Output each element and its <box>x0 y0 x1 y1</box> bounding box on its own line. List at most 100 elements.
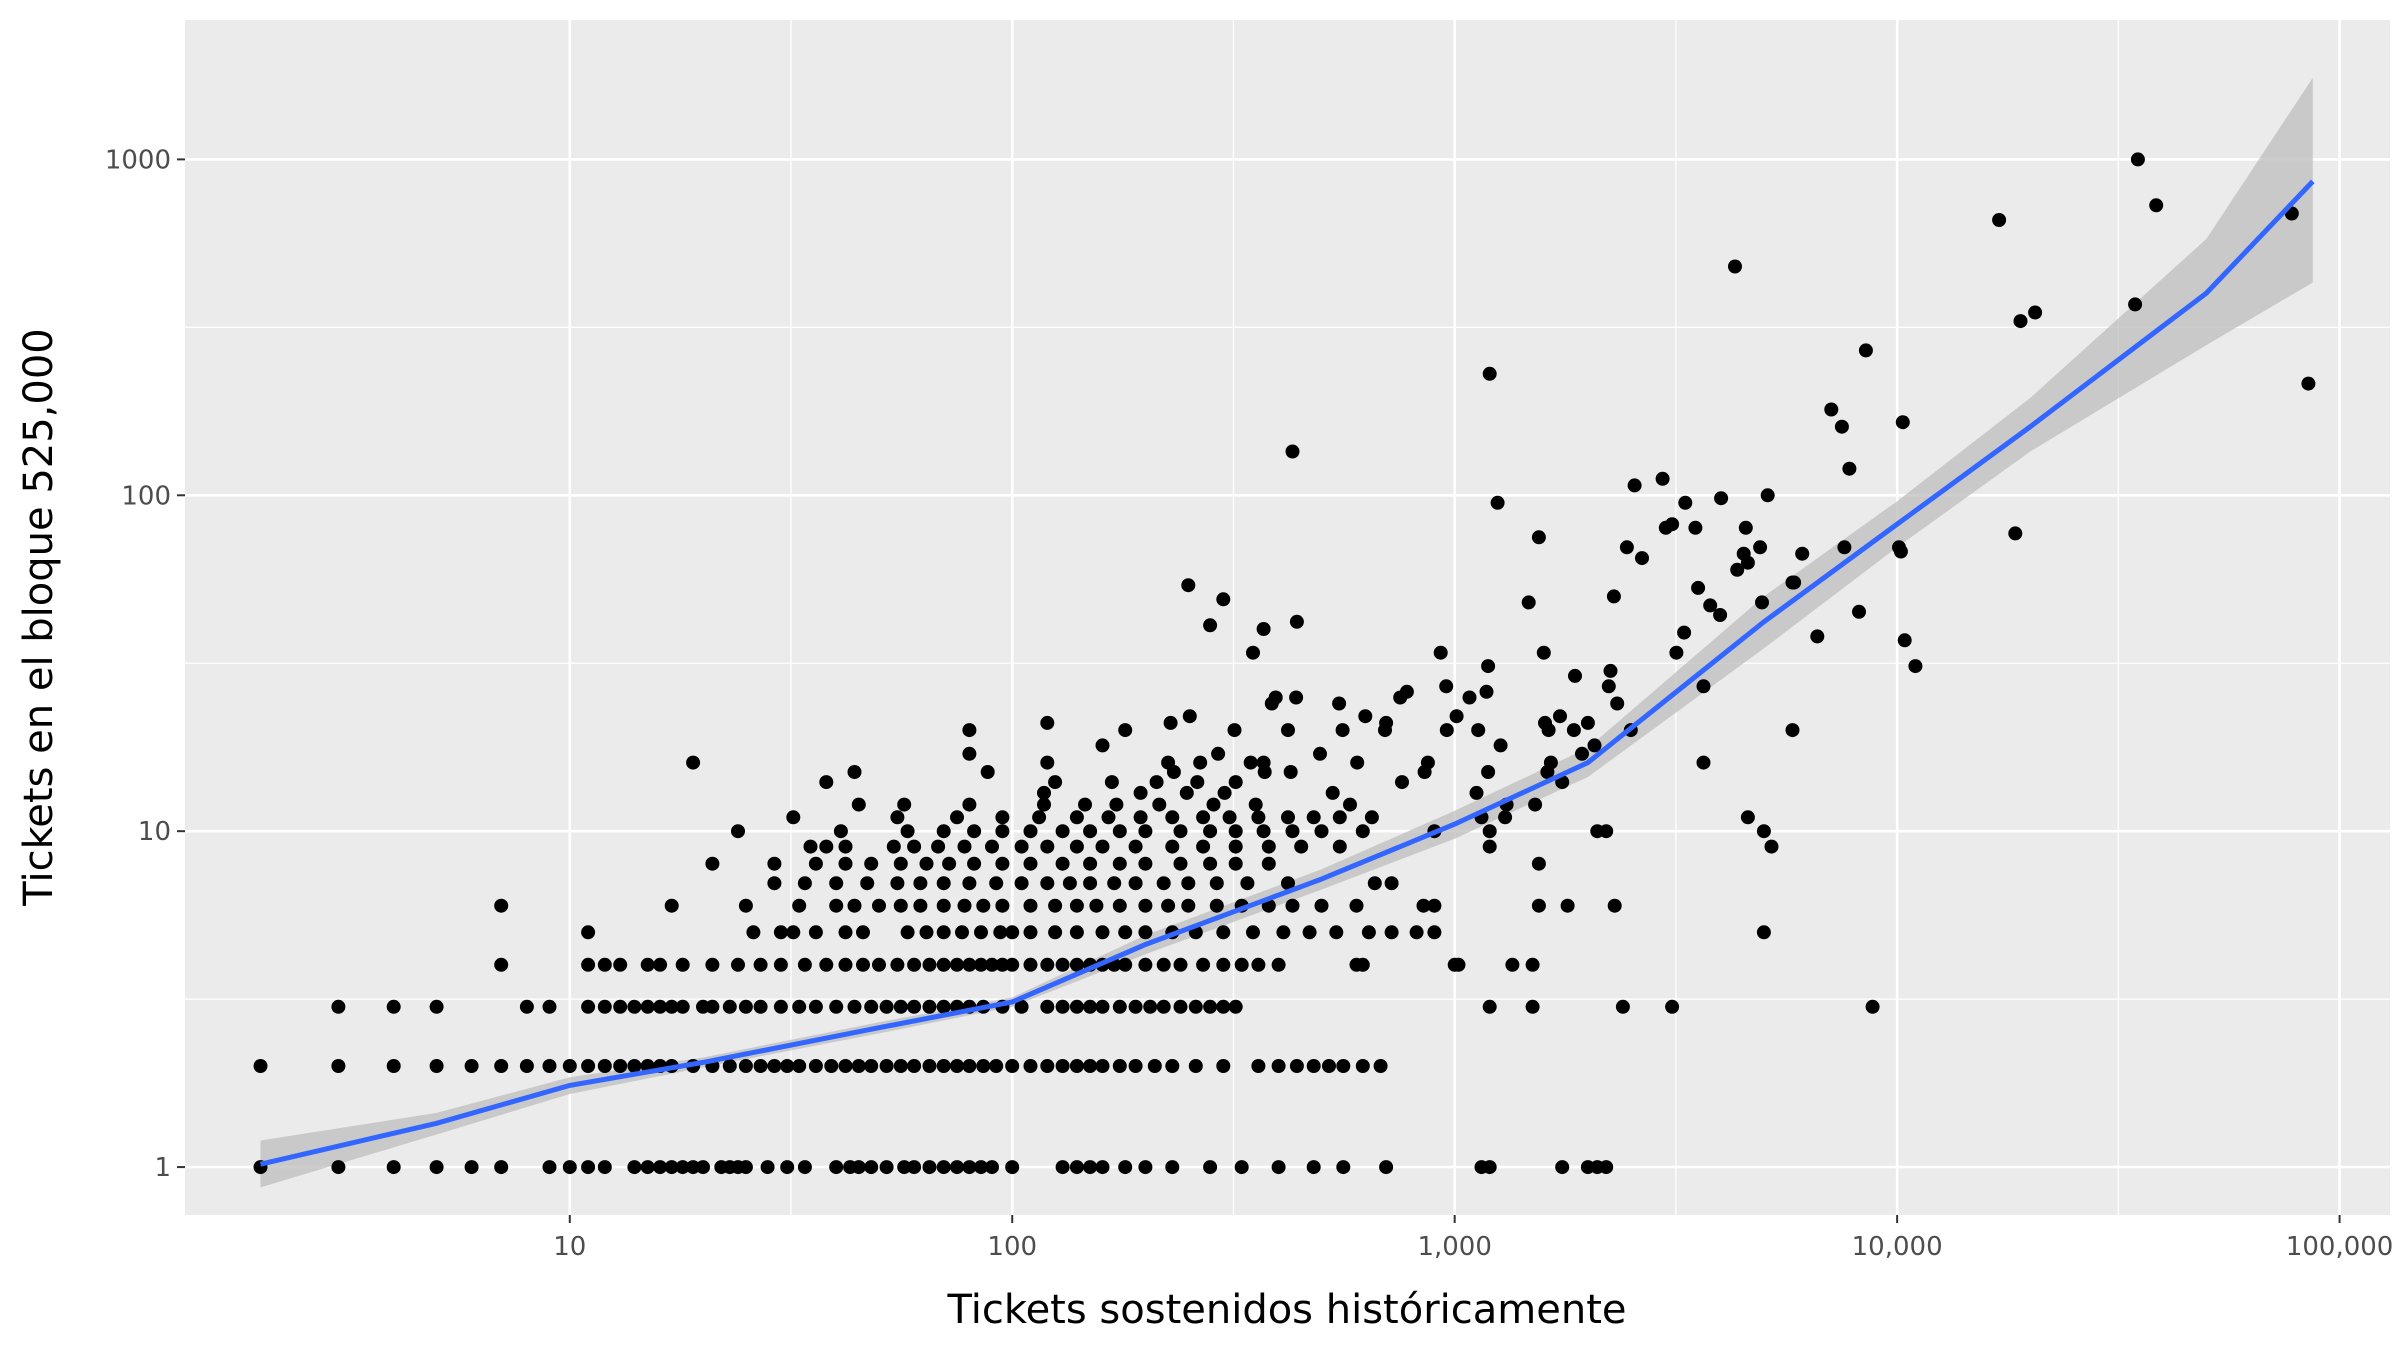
data-point <box>993 925 1008 940</box>
data-point <box>950 957 964 972</box>
data-point <box>494 898 509 913</box>
data-point <box>1095 1160 1110 1175</box>
data-point <box>1728 259 1742 274</box>
data-point <box>1482 366 1497 381</box>
data-point <box>1599 824 1614 839</box>
data-point <box>985 839 999 854</box>
data-point <box>1691 580 1706 595</box>
data-point <box>1350 755 1365 770</box>
data-point <box>2008 526 2023 541</box>
data-point <box>1893 544 1908 559</box>
data-point <box>1256 755 1271 770</box>
data-point <box>1439 723 1454 738</box>
data-point <box>1289 614 1304 629</box>
data-point <box>1069 810 1084 825</box>
data-point <box>1251 810 1266 825</box>
data-point <box>1112 999 1127 1014</box>
data-point <box>1246 645 1260 660</box>
data-point <box>581 999 596 1014</box>
data-point <box>1163 715 1178 730</box>
data-point <box>627 1160 642 1175</box>
data-point <box>838 957 853 972</box>
data-point <box>1040 999 1055 1014</box>
data-point <box>760 1160 775 1175</box>
data-point <box>1606 589 1621 604</box>
data-point <box>838 925 853 940</box>
data-point <box>653 999 668 1014</box>
data-point <box>1182 709 1197 724</box>
data-point <box>780 1059 795 1073</box>
data-point <box>1908 659 1923 674</box>
data-point <box>1384 925 1399 940</box>
data-point <box>1181 898 1196 913</box>
data-point <box>1095 999 1110 1014</box>
data-point <box>1023 1059 1038 1073</box>
data-point <box>907 1160 922 1175</box>
data-point <box>900 925 915 940</box>
data-point <box>838 856 853 871</box>
data-point <box>922 957 937 972</box>
data-point <box>1069 1059 1084 1073</box>
data-point <box>1188 1059 1203 1073</box>
data-point <box>1289 690 1304 705</box>
data-point <box>936 876 951 891</box>
data-point <box>253 1059 268 1073</box>
data-point <box>1023 824 1038 839</box>
data-point <box>1285 824 1300 839</box>
data-point <box>1379 1160 1394 1175</box>
y-tick-label: 1000 <box>105 145 171 175</box>
data-point <box>913 876 928 891</box>
data-point <box>1211 746 1226 761</box>
data-point <box>1032 810 1047 825</box>
data-point <box>1599 1160 1614 1175</box>
data-point <box>1216 999 1231 1014</box>
data-point <box>1112 856 1127 871</box>
data-point <box>705 999 720 1014</box>
data-point <box>1343 797 1357 812</box>
data-point <box>1580 715 1595 730</box>
data-point <box>753 999 768 1014</box>
data-point <box>1281 810 1295 825</box>
data-point <box>1895 415 1910 430</box>
data-point <box>1553 709 1567 724</box>
data-point <box>1156 876 1171 891</box>
data-point <box>1261 856 1276 871</box>
x-axis-title: Tickets sostenidos históricamente <box>947 1287 1627 1333</box>
data-point <box>664 999 679 1014</box>
data-point <box>955 925 969 940</box>
data-point <box>1449 709 1464 724</box>
data-point <box>922 1059 937 1073</box>
data-point <box>995 856 1010 871</box>
data-point <box>1040 1059 1055 1073</box>
data-point <box>1118 925 1133 940</box>
data-point <box>792 1059 807 1073</box>
data-point <box>653 957 668 972</box>
y-tick-label: 1 <box>154 1153 171 1183</box>
data-point <box>1439 679 1454 694</box>
data-point <box>1409 925 1424 940</box>
data-point <box>1379 715 1394 730</box>
data-point <box>1138 856 1153 871</box>
data-point <box>1181 578 1196 593</box>
data-point <box>989 876 1004 891</box>
data-point <box>1179 785 1194 800</box>
data-point <box>494 1059 509 1073</box>
data-point <box>803 839 818 854</box>
data-point <box>1306 810 1321 825</box>
data-point <box>1216 1059 1231 1073</box>
data-point <box>1355 957 1370 972</box>
data-point <box>872 898 886 913</box>
data-point <box>985 1160 999 1175</box>
data-point <box>581 957 596 972</box>
data-point <box>1095 1059 1110 1073</box>
data-point <box>1190 775 1205 790</box>
data-point <box>1481 765 1496 779</box>
data-point <box>1490 495 1505 510</box>
data-point <box>773 925 788 940</box>
data-point <box>1289 1059 1304 1073</box>
data-point <box>1332 839 1347 854</box>
data-point <box>1451 957 1466 972</box>
data-point <box>1161 898 1176 913</box>
data-point <box>1040 755 1055 770</box>
data-point <box>1261 839 1276 854</box>
